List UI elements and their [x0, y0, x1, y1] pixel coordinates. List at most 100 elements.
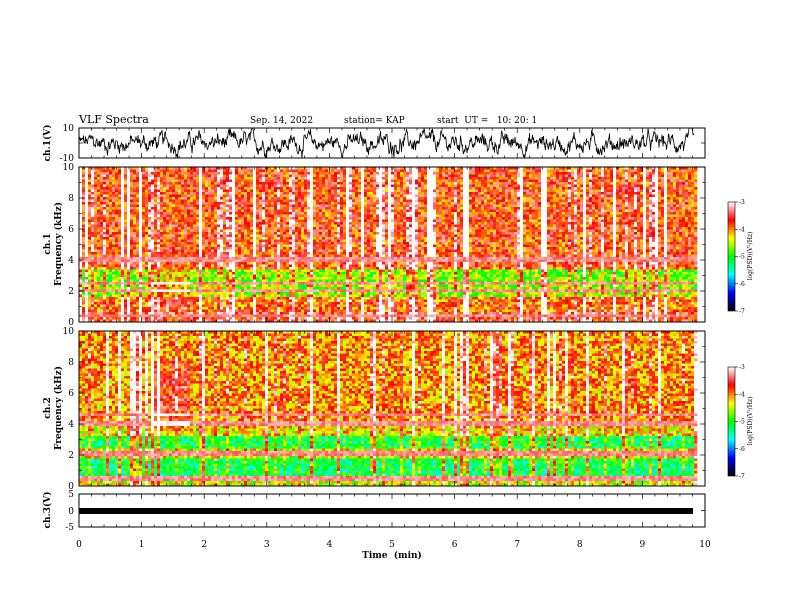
spectrogram-cell	[103, 167, 107, 170]
spectrogram-cell	[277, 174, 281, 178]
spectrogram-cell	[493, 222, 497, 225]
spectrogram-cell	[223, 169, 227, 173]
spectrogram-cell	[112, 197, 116, 200]
spectrogram-cell	[655, 197, 659, 200]
spectrogram-cell	[205, 212, 209, 215]
spectrogram-cell	[415, 189, 419, 193]
spectrogram-cell	[283, 219, 287, 223]
spectrogram-cell	[217, 192, 221, 195]
spectrogram-cell	[94, 209, 98, 213]
spectrogram-cell	[355, 169, 359, 173]
spectrogram-cell	[295, 189, 299, 193]
spectrogram-cell	[367, 204, 371, 208]
spectrogram-cell	[244, 199, 248, 203]
spectrogram-cell	[412, 207, 416, 210]
spectrogram-cell	[592, 169, 596, 173]
spectrogram-cell	[238, 222, 242, 225]
spectrogram-cell	[601, 204, 605, 208]
spectrogram-cell	[670, 177, 674, 180]
spectrogram-cell	[349, 207, 353, 210]
spectrogram-cell	[385, 224, 389, 228]
spectrogram-cell	[619, 174, 623, 178]
spectrogram-cell	[331, 174, 335, 178]
spectrogram-cell	[172, 182, 176, 185]
spectrogram-cell	[673, 207, 677, 210]
spectrogram-cell	[145, 174, 149, 178]
spectrogram-cell	[307, 224, 311, 228]
spectrogram-cell	[103, 209, 107, 213]
spectrogram-cell	[673, 189, 677, 193]
spectrogram-cell	[553, 187, 557, 190]
spectrogram-cell	[526, 224, 530, 228]
spectrogram-cell	[277, 187, 281, 190]
spectrogram-cell	[259, 194, 263, 198]
spectrogram-cell	[574, 209, 578, 213]
spectrogram-cell	[307, 179, 311, 183]
spectrogram-cell	[151, 204, 155, 208]
spectrogram-cell	[547, 189, 551, 193]
spectrogram-cell	[337, 167, 341, 170]
spectrogram-cell	[307, 197, 311, 200]
spectrogram-cell	[106, 179, 110, 183]
spectrogram-cell	[346, 207, 350, 210]
spectrogram-cell	[184, 227, 188, 230]
spectrogram-cell	[250, 222, 254, 225]
spectrogram-cell	[238, 177, 242, 180]
spectrogram-cell	[691, 194, 695, 198]
spectrogram-cell	[322, 197, 326, 200]
spectrogram-cell	[259, 202, 263, 205]
spectrogram-cell	[169, 194, 173, 198]
spectrogram-cell	[613, 187, 617, 190]
spectrogram-cell	[454, 167, 458, 170]
spectrogram-cell	[250, 199, 254, 203]
spectrogram-cell	[376, 209, 380, 213]
spectrogram-cell	[448, 212, 452, 215]
spectrogram-cell	[625, 167, 629, 170]
spectrogram-cell	[244, 192, 248, 195]
spectrogram-cell	[100, 224, 104, 228]
spectrogram-cell	[358, 209, 362, 213]
spectrogram-cell	[193, 212, 197, 215]
spectrogram-cell	[283, 209, 287, 213]
spectrogram-cell	[157, 174, 161, 178]
spectrogram-cell	[235, 209, 239, 213]
spectrogram-cell	[91, 174, 95, 178]
spectrogram-cell	[670, 192, 674, 195]
spectrogram-cell	[580, 224, 584, 228]
spectrogram-cell	[514, 197, 518, 200]
spectrogram-cell	[106, 219, 110, 223]
spectrogram-cell	[358, 187, 362, 190]
spectrogram-cell	[628, 174, 632, 178]
spectrogram-cell	[235, 199, 239, 203]
spectrogram-cell	[250, 202, 254, 205]
spectrogram-cell	[475, 209, 479, 213]
spectrogram-cell	[394, 184, 398, 188]
spectrogram-cell	[292, 219, 296, 223]
spectrogram-cell	[181, 224, 185, 228]
spectrogram-cell	[430, 177, 434, 180]
spectrogram-cell	[91, 189, 95, 193]
spectrogram-cell	[637, 167, 641, 170]
spectrogram-cell	[694, 187, 698, 190]
spectrogram-cell	[421, 187, 425, 190]
spectrogram-cell	[130, 174, 134, 178]
spectrogram-cell	[148, 177, 152, 180]
spectrogram-cell	[397, 167, 401, 170]
spectrogram-cell	[127, 212, 131, 215]
spectrogram-cell	[418, 189, 422, 193]
spectrogram-cell	[478, 187, 482, 190]
spectrogram-cell	[400, 219, 404, 223]
spectrogram-cell	[475, 199, 479, 203]
spectrogram-cell	[286, 167, 290, 170]
spectrogram-cell	[559, 189, 563, 193]
spectrogram-cell	[403, 214, 407, 218]
spectrogram-cell	[565, 172, 569, 175]
spectrogram-cell	[637, 199, 641, 203]
spectrogram-cell	[172, 169, 176, 173]
spectrogram-cell	[130, 199, 134, 203]
spectrogram-cell	[322, 182, 326, 185]
spectrogram-cell	[532, 217, 536, 220]
spectrogram-cell	[637, 179, 641, 183]
spectrogram-cell	[130, 209, 134, 213]
spectrogram-cell	[274, 182, 278, 185]
